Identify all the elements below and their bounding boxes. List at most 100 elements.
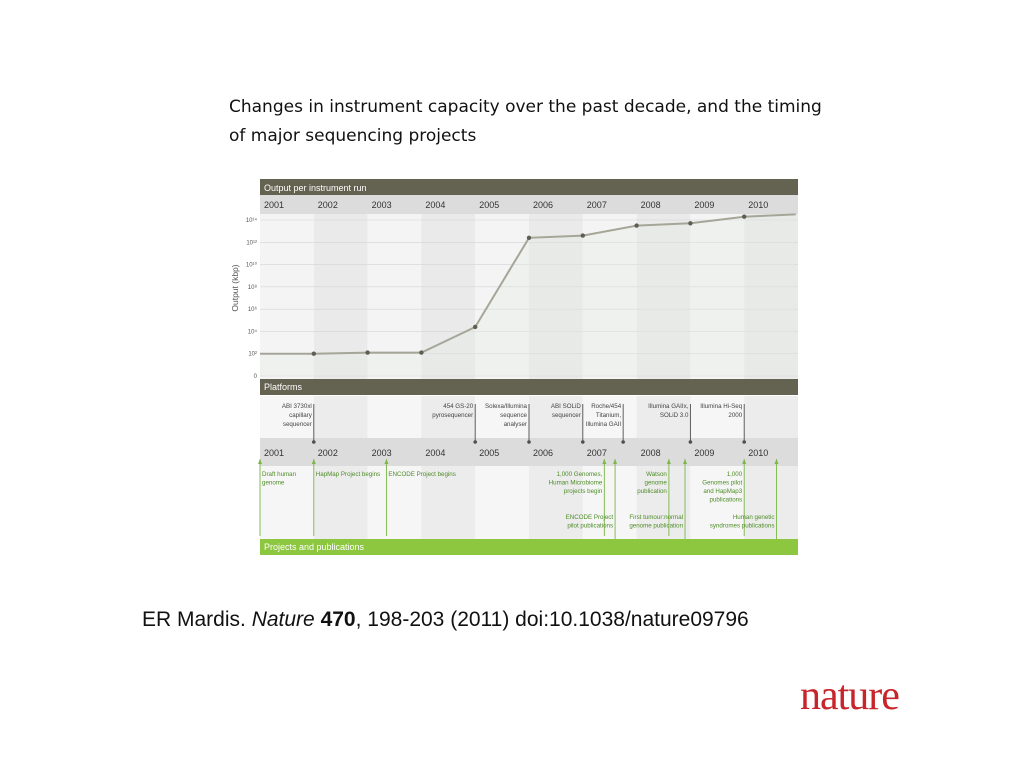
platform-column-band bbox=[313, 396, 368, 438]
year-label: 2007 bbox=[587, 448, 607, 458]
data-point bbox=[473, 324, 478, 330]
project-label: Genomes pilot bbox=[702, 480, 742, 487]
data-point bbox=[580, 233, 585, 238]
project-column-band bbox=[260, 466, 314, 539]
y-tick-label: 10⁸ bbox=[248, 284, 258, 291]
y-tick-label: 10¹² bbox=[246, 240, 257, 246]
projects-header-label: Projects and publications bbox=[264, 542, 365, 552]
citation: ER Mardis. Nature 470, 198-203 (2011) do… bbox=[142, 608, 942, 632]
y-tick-label: 10⁴ bbox=[248, 328, 258, 335]
y-tick-label: 0 bbox=[254, 374, 258, 380]
year-label: 2002 bbox=[318, 200, 338, 210]
project-label: ENCODE Project begins bbox=[388, 471, 455, 478]
year-label: 2009 bbox=[694, 448, 714, 458]
citation-volume: 470 bbox=[320, 608, 356, 631]
platform-column-band bbox=[529, 396, 583, 438]
project-tick-arrow bbox=[384, 459, 389, 464]
project-label: publications bbox=[710, 497, 743, 504]
platform-tick-dot bbox=[527, 440, 531, 444]
platform-label: analyser bbox=[504, 421, 527, 428]
data-point bbox=[419, 350, 424, 355]
year-label: 2006 bbox=[533, 200, 553, 210]
project-label: genome bbox=[262, 480, 285, 487]
year-label: 2006 bbox=[533, 448, 553, 458]
platform-label: sequencer bbox=[552, 412, 581, 419]
project-tick-arrow bbox=[602, 459, 607, 464]
year-bar-top bbox=[260, 195, 798, 214]
year-label: 2002 bbox=[318, 448, 338, 458]
year-label: 2001 bbox=[264, 448, 284, 458]
year-label: 2009 bbox=[694, 200, 714, 210]
project-column-band bbox=[636, 466, 691, 539]
slide-title: Changes in instrument capacity over the … bbox=[229, 97, 822, 146]
year-column-band bbox=[529, 214, 583, 379]
platform-label: sequence bbox=[500, 412, 527, 419]
projects-header-bar bbox=[260, 539, 798, 555]
figure: Output per instrument run 2001 2002 2003 200… bbox=[228, 176, 803, 566]
project-label: First tumour:normal bbox=[629, 514, 683, 521]
project-tick-arrow bbox=[613, 459, 618, 464]
output-header-bar bbox=[260, 179, 798, 195]
platforms-header-bar bbox=[260, 379, 798, 395]
project-column-band bbox=[313, 466, 368, 539]
year-label: 2010 bbox=[748, 200, 768, 210]
year-label: 2008 bbox=[641, 200, 661, 210]
data-point bbox=[526, 235, 532, 241]
platform-tick-dot bbox=[581, 440, 585, 444]
project-label: publication bbox=[637, 488, 667, 495]
project-column-band bbox=[529, 466, 583, 539]
project-column-band bbox=[475, 466, 529, 539]
year-column-band bbox=[690, 214, 745, 379]
year-label: 2005 bbox=[479, 200, 499, 210]
platform-label: ABI 3730xl bbox=[282, 403, 312, 410]
project-column-band bbox=[367, 466, 422, 539]
project-tick-arrow bbox=[683, 459, 688, 464]
y-axis-label: Output (kbp) bbox=[230, 264, 240, 311]
year-label: 2007 bbox=[587, 200, 607, 210]
platform-column-band bbox=[421, 396, 476, 438]
y-tick-label: 10¹⁴ bbox=[246, 217, 258, 224]
year-label: 2003 bbox=[372, 448, 392, 458]
year-label: 2004 bbox=[425, 448, 445, 458]
project-label: Watson bbox=[646, 471, 667, 478]
year-column-band bbox=[421, 214, 476, 379]
data-point bbox=[634, 223, 639, 228]
project-label: syndromes publications bbox=[710, 523, 775, 530]
platform-label: Titanium, bbox=[596, 412, 621, 419]
data-point bbox=[742, 214, 747, 219]
platform-tick-dot bbox=[312, 440, 316, 444]
year-label: 2001 bbox=[264, 200, 284, 210]
year-label: 2003 bbox=[372, 200, 392, 210]
platform-label: sequencer bbox=[283, 421, 312, 428]
platform-label: pyrosequencer bbox=[432, 412, 473, 419]
year-column-band bbox=[475, 214, 529, 379]
project-label: 1,000 bbox=[727, 471, 743, 478]
platform-tick-dot bbox=[473, 440, 477, 444]
platform-column-band bbox=[636, 396, 691, 438]
nature-logo: nature bbox=[800, 673, 900, 719]
project-tick-arrow bbox=[311, 459, 316, 464]
project-column-band bbox=[744, 466, 798, 539]
platform-column-band bbox=[582, 396, 637, 438]
project-column-band bbox=[690, 466, 745, 539]
platform-label: Roche/454 bbox=[591, 403, 621, 410]
project-label: pilot publications bbox=[567, 523, 613, 530]
project-column-band bbox=[582, 466, 637, 539]
y-tick-label: 10¹⁰ bbox=[246, 262, 258, 269]
platform-tick-dot bbox=[742, 440, 746, 444]
year-column-band bbox=[636, 214, 691, 379]
project-label: HapMap Project begins bbox=[316, 471, 380, 478]
year-column-band bbox=[313, 214, 368, 379]
data-point bbox=[311, 351, 316, 356]
platform-column-band bbox=[744, 396, 798, 438]
platform-label: Illumina Hi-Seq bbox=[700, 403, 743, 410]
project-label: projects begin bbox=[564, 488, 603, 495]
y-tick-label: 10⁶ bbox=[248, 306, 258, 313]
project-label: ENCODE Project bbox=[566, 514, 614, 521]
year-label: 2010 bbox=[748, 448, 768, 458]
project-label: genome bbox=[645, 480, 668, 487]
citation-author: ER Mardis. bbox=[142, 608, 246, 631]
platform-column-band bbox=[690, 396, 745, 438]
platform-label: Solexa/Illumina bbox=[485, 403, 528, 410]
project-label: and HapMap3 bbox=[703, 488, 742, 495]
